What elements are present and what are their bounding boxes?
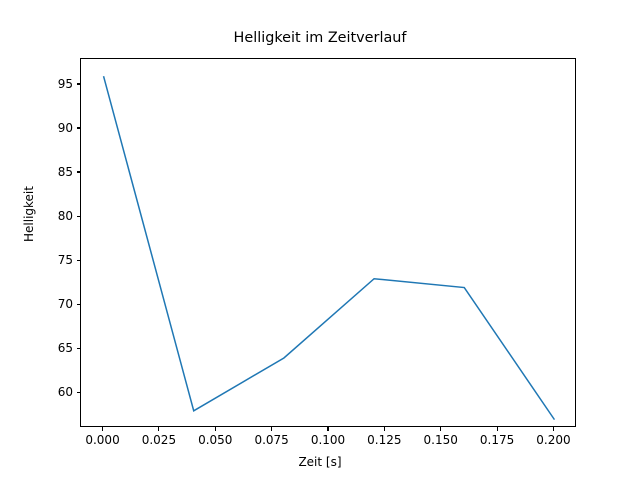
y-tick-label: 90 bbox=[57, 121, 73, 135]
y-tick-label: 60 bbox=[57, 385, 73, 400]
x-tick-mark bbox=[214, 427, 216, 431]
y-tick-label: 85 bbox=[57, 165, 73, 180]
x-tick-mark bbox=[440, 427, 442, 431]
x-tick-mark bbox=[158, 427, 160, 431]
y-tick-mark bbox=[76, 127, 80, 129]
x-tick-label: 0.000 bbox=[85, 433, 120, 447]
y-tick-label: 80 bbox=[57, 209, 73, 224]
x-tick-label: 0.175 bbox=[479, 433, 515, 447]
y-tick-mark bbox=[76, 303, 80, 305]
x-axis-label: Zeit [s] bbox=[298, 455, 342, 469]
x-tick-mark bbox=[383, 427, 385, 431]
y-tick-label: 75 bbox=[57, 253, 73, 268]
page-title: Helligkeit im Zeitverlauf bbox=[233, 30, 407, 46]
data-line-series bbox=[102, 75, 556, 421]
x-tick-label: 0.200 bbox=[536, 433, 571, 447]
x-tick-mark bbox=[271, 427, 273, 431]
x-tick-label: 0.025 bbox=[141, 433, 177, 447]
y-tick-label: 70 bbox=[57, 297, 73, 312]
x-tick-label: 0.100 bbox=[310, 433, 346, 447]
plot-area bbox=[80, 58, 576, 427]
x-tick-mark bbox=[496, 427, 498, 431]
x-tick-mark bbox=[552, 427, 554, 431]
x-tick-label: 0.125 bbox=[367, 433, 402, 447]
x-tick-mark bbox=[101, 427, 104, 431]
y-tick-mark bbox=[76, 171, 80, 173]
x-tick-label: 0.050 bbox=[198, 433, 233, 447]
y-tick-mark bbox=[76, 259, 80, 261]
x-tick-label: 0.150 bbox=[423, 433, 458, 447]
x-tick-label: 0.075 bbox=[254, 433, 289, 447]
y-tick-label: 65 bbox=[57, 341, 73, 356]
y-tick-mark bbox=[76, 83, 80, 85]
line-series-helligkeit bbox=[102, 75, 556, 421]
y-tick-mark bbox=[76, 347, 80, 349]
y-tick-mark bbox=[76, 391, 80, 393]
y-tick-label: 95 bbox=[57, 76, 73, 91]
x-tick-mark bbox=[327, 427, 329, 431]
y-tick-mark bbox=[76, 215, 80, 217]
